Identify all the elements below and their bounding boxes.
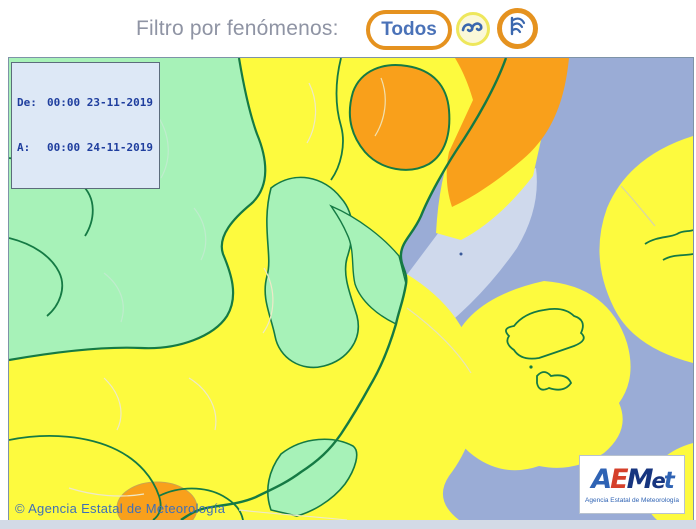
copyright-text: © Agencia Estatal de Meteorología	[15, 501, 226, 516]
filter-todos-button[interactable]: Todos	[366, 10, 452, 50]
coastal-phenomena-filter-button[interactable]	[456, 12, 490, 46]
aemet-logo-subtitle: Agencia Estatal de Meteorología	[585, 496, 679, 504]
warning-map-canvas[interactable]: De: 00:00 23-11-2019 A: 00:00 24-11-2019…	[8, 57, 694, 521]
wind-phenomena-filter-button[interactable]	[497, 8, 538, 49]
filter-label: Filtro por fenómenos:	[136, 17, 339, 40]
bottom-strip	[0, 520, 696, 529]
aemet-logo-letters: AEMet	[591, 463, 674, 495]
date-from-label: De:	[17, 96, 37, 109]
waves-icon	[461, 19, 485, 40]
date-range-box: De: 00:00 23-11-2019 A: 00:00 24-11-2019	[11, 62, 160, 189]
aemet-logo: AEMet Agencia Estatal de Meteorología	[579, 455, 685, 514]
date-to-value: 00:00 24-11-2019	[47, 141, 153, 154]
date-from-value: 00:00 23-11-2019	[47, 96, 153, 109]
wind-pennant-icon	[507, 15, 529, 42]
date-to-label: A:	[17, 141, 31, 154]
todos-button-label: Todos	[381, 19, 437, 40]
